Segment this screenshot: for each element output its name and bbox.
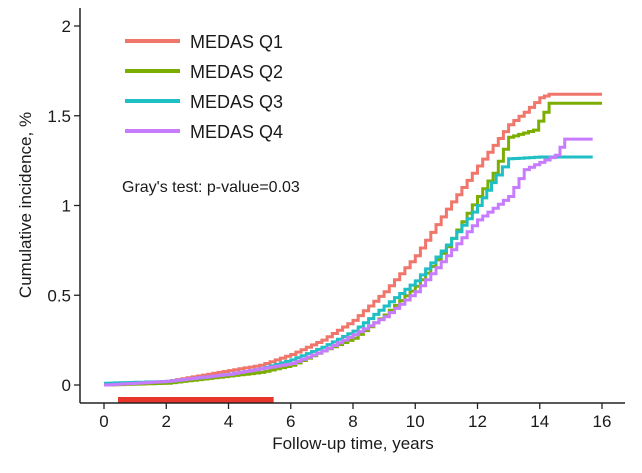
x-tick-label: 4: [224, 412, 233, 431]
y-tick-label: 2: [62, 17, 71, 36]
x-tick-label: 2: [162, 412, 171, 431]
x-tick-label: 8: [348, 412, 357, 431]
legend-label: MEDAS Q3: [190, 92, 283, 112]
x-tick-label: 12: [468, 412, 487, 431]
legend-label: MEDAS Q2: [190, 62, 283, 82]
series-line-medas-q4: [104, 137, 593, 387]
legend-label: MEDAS Q4: [190, 122, 283, 142]
y-tick-label: 0.5: [47, 286, 71, 305]
series-line-medas-q2: [104, 101, 602, 387]
x-tick-label: 6: [286, 412, 295, 431]
x-tick-label: 16: [593, 412, 612, 431]
annotation-grays-test: Gray's test: p-value=0.03: [122, 179, 300, 196]
highlight-interval-bar: [118, 397, 274, 403]
y-tick-label: 0: [62, 376, 71, 395]
x-tick-label: 14: [530, 412, 549, 431]
legend-label: MEDAS Q1: [190, 32, 283, 52]
y-tick-label: 1: [62, 197, 71, 216]
x-tick-label: 10: [406, 412, 425, 431]
y-tick-label: 1.5: [47, 107, 71, 126]
legend: MEDAS Q1 MEDAS Q2 MEDAS Q3 MEDAS Q4: [125, 32, 283, 142]
y-axis-label: Cumulative incidence, %: [16, 112, 35, 298]
x-axis-label: Follow-up time, years: [272, 434, 434, 453]
x-tick-label: 0: [99, 412, 108, 431]
